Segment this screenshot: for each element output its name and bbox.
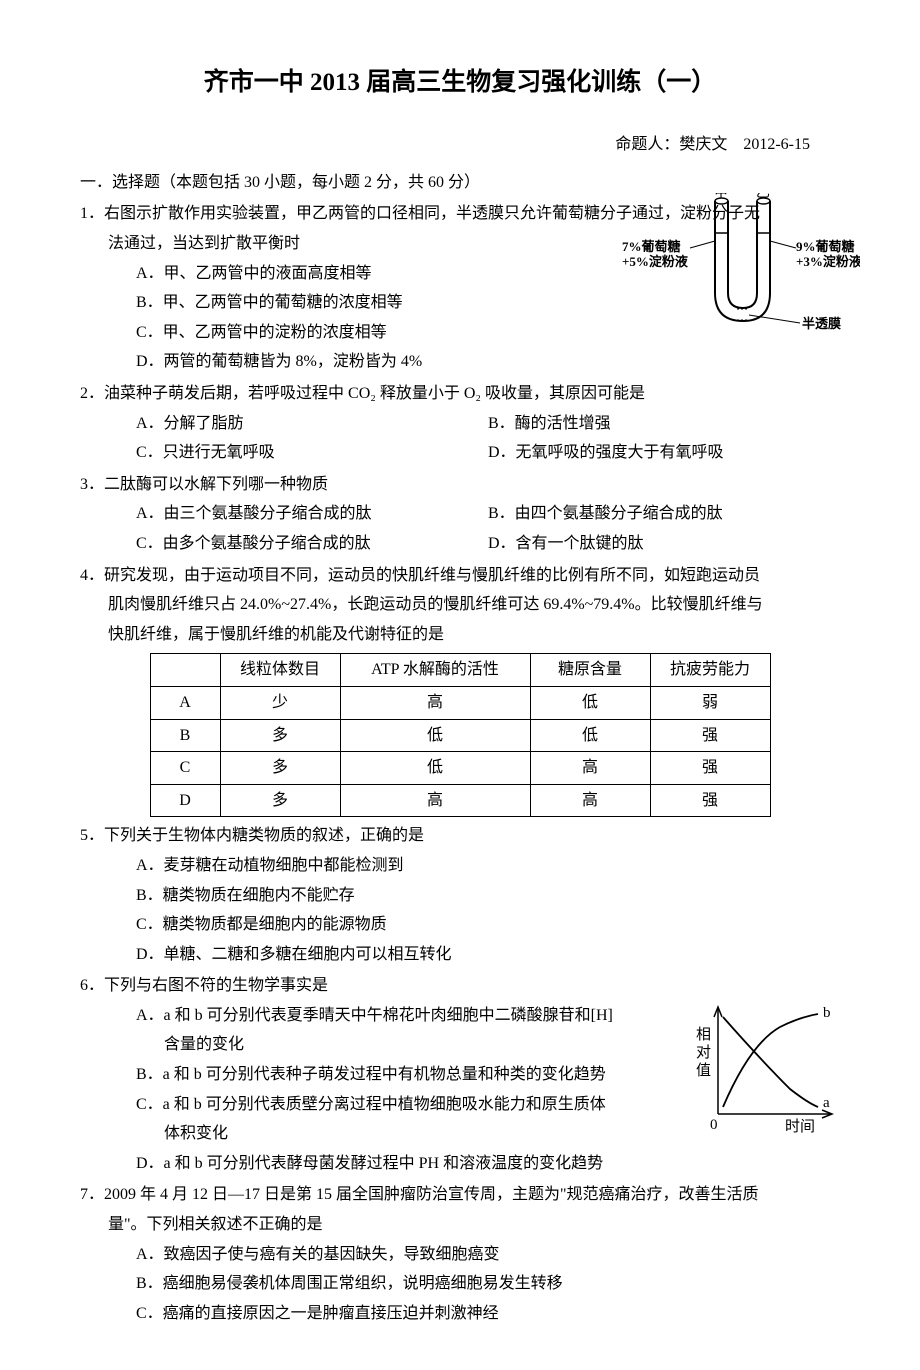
q3-opt-a: A．由三个氨基酸分子缩合成的肽 — [136, 499, 488, 529]
q4-td-1-2: 低 — [340, 719, 530, 752]
page-title: 齐市一中 2013 届高三生物复习强化训练（一） — [80, 60, 840, 106]
q4-td-3-4: 强 — [650, 784, 770, 817]
q4-td-0-0: A — [150, 686, 220, 719]
q2-opt-b: B．酶的活性增强 — [488, 409, 840, 439]
q7-opt-c: C．癌痛的直接原因之一是肿瘤直接压迫并刺激神经 — [136, 1299, 840, 1329]
q4-stem-c: 快肌纤维，属于慢肌纤维的机能及代谢特征的是 — [80, 620, 840, 650]
q4-table: 线粒体数目ATP 水解酶的活性糖原含量抗疲劳能力A少高低弱B多低低强C多低高强D… — [150, 653, 771, 817]
q4-stem-b: 肌肉慢肌纤维只占 24.0%~27.4%，长跑运动员的慢肌纤维可达 69.4%~… — [80, 590, 840, 620]
q7-stem-b: 量"。下列相关叙述不正确的是 — [80, 1210, 840, 1240]
q3-opt-b: B．由四个氨基酸分子缩合成的肽 — [488, 499, 840, 529]
q5-opt-a: A．麦芽糖在动植物细胞中都能检测到 — [136, 851, 840, 881]
q1-fig-right-l1: 9%葡萄糖 — [796, 239, 855, 254]
q6-opt-b: B．a 和 b 可分别代表种子萌发过程中有机物总量和种类的变化趋势 — [136, 1060, 680, 1090]
q6-fig-ylabel-2: 对 — [696, 1044, 711, 1061]
q4-td-2-4: 强 — [650, 752, 770, 785]
q2-opt-c: C．只进行无氧呼吸 — [136, 438, 488, 468]
q6-opt-a1: A．a 和 b 可分别代表夏季晴天中午棉花叶肉细胞中二磷酸腺苷和[H] — [136, 1001, 680, 1031]
q7-stem-a: 7．2009 年 4 月 12 日—17 日是第 15 届全国肿瘤防治宣传周，主… — [80, 1180, 840, 1210]
author-name: 樊庆文 — [679, 136, 727, 153]
q4-td-3-3: 高 — [530, 784, 650, 817]
q6-stem: 6．下列与右图不符的生物学事实是 — [80, 971, 840, 1001]
q6-fig-ylabel-3: 值 — [696, 1062, 711, 1079]
q4-td-0-2: 高 — [340, 686, 530, 719]
q1-fig-left-l2: +5%淀粉液 — [622, 254, 688, 269]
q5-opt-c: C．糖类物质都是细胞内的能源物质 — [136, 910, 840, 940]
q4-td-3-2: 高 — [340, 784, 530, 817]
q1-fig-right-l2: +3%淀粉液 — [796, 254, 860, 269]
q1-fig-membrane: 半透膜 — [802, 316, 841, 331]
q4-th-0 — [150, 654, 220, 687]
q4-td-2-0: C — [150, 752, 220, 785]
q1-fig-jia: 甲 — [714, 193, 728, 201]
q3-stem: 3．二肽酶可以水解下列哪一种物质 — [80, 470, 840, 500]
question-3: 3．二肽酶可以水解下列哪一种物质 A．由三个氨基酸分子缩合成的肽 B．由四个氨基… — [80, 470, 840, 559]
q4-th-4: 抗疲劳能力 — [650, 654, 770, 687]
q4-th-2: ATP 水解酶的活性 — [340, 654, 530, 687]
q4-td-3-1: 多 — [220, 784, 340, 817]
q4-td-1-0: B — [150, 719, 220, 752]
q1-fig-left-l1: 7%葡萄糖 — [622, 239, 681, 254]
q4-td-2-3: 高 — [530, 752, 650, 785]
q3-opt-d: D．含有一个肽键的肽 — [488, 529, 840, 559]
question-7: 7．2009 年 4 月 12 日—17 日是第 15 届全国肿瘤防治宣传周，主… — [80, 1180, 840, 1328]
question-5: 5．下列关于生物体内糖类物质的叙述，正确的是 A．麦芽糖在动植物细胞中都能检测到… — [80, 821, 840, 969]
q6-figure: 相 对 值 0 时间 b a — [690, 999, 840, 1150]
q4-stem-a: 4．研究发现，由于运动项目不同，运动员的快肌纤维与慢肌纤维的比例有所不同，如短跑… — [80, 561, 840, 591]
q4-td-0-3: 低 — [530, 686, 650, 719]
q2-opt-d: D．无氧呼吸的强度大于有氧呼吸 — [488, 438, 840, 468]
q4-th-1: 线粒体数目 — [220, 654, 340, 687]
q6-fig-origin: 0 — [710, 1117, 718, 1133]
question-2: 2．油菜种子萌发后期，若呼吸过程中 CO₂ 释放量小于 O₂ 吸收量，其原因可能… — [80, 379, 840, 468]
question-1: 甲 乙 7%葡萄糖 +5%淀粉液 9%葡萄糖 +3%淀粉液 半透膜 1．右图示扩… — [80, 199, 840, 377]
q6-fig-ylabel-1: 相 — [696, 1026, 711, 1043]
q4-td-1-3: 低 — [530, 719, 650, 752]
question-6: 相 对 值 0 时间 b a 6．下列与右图不符的生物学事实是 A．a 和 b … — [80, 971, 840, 1178]
q4-td-2-2: 低 — [340, 752, 530, 785]
author-label: 命题人： — [615, 136, 679, 153]
q6-opt-a2: 含量的变化 — [136, 1030, 680, 1060]
q4-td-1-1: 多 — [220, 719, 340, 752]
q4-td-0-4: 弱 — [650, 686, 770, 719]
q2-stem: 2．油菜种子萌发后期，若呼吸过程中 CO₂ 释放量小于 O₂ 吸收量，其原因可能… — [80, 379, 840, 409]
q7-opt-b: B．癌细胞易侵袭机体周围正常组织，说明癌细胞易发生转移 — [136, 1269, 840, 1299]
q6-fig-xlabel: 时间 — [785, 1118, 815, 1135]
byline-date: 2012-6-15 — [743, 136, 810, 153]
q5-opt-b: B．糖类物质在细胞内不能贮存 — [136, 881, 840, 911]
q2-opt-a: A．分解了脂肪 — [136, 409, 488, 439]
byline: 命题人：樊庆文 2012-6-15 — [80, 130, 840, 160]
q5-stem: 5．下列关于生物体内糖类物质的叙述，正确的是 — [80, 821, 840, 851]
q3-opt-c: C．由多个氨基酸分子缩合成的肽 — [136, 529, 488, 559]
q6-opt-c1: C．a 和 b 可分别代表质壁分离过程中植物细胞吸水能力和原生质体 — [136, 1090, 680, 1120]
q6-opt-c2: 体积变化 — [136, 1119, 680, 1149]
q4-th-3: 糖原含量 — [530, 654, 650, 687]
q1-fig-yi: 乙 — [756, 193, 770, 201]
q4-td-1-4: 强 — [650, 719, 770, 752]
q1-figure: 甲 乙 7%葡萄糖 +5%淀粉液 9%葡萄糖 +3%淀粉液 半透膜 — [620, 193, 860, 354]
question-4: 4．研究发现，由于运动项目不同，运动员的快肌纤维与慢肌纤维的比例有所不同，如短跑… — [80, 561, 840, 818]
q7-opt-a: A．致癌因子使与癌有关的基因缺失，导致细胞癌变 — [136, 1240, 840, 1270]
q4-td-2-1: 多 — [220, 752, 340, 785]
q6-fig-a: a — [823, 1095, 830, 1111]
q4-td-0-1: 少 — [220, 686, 340, 719]
q4-td-3-0: D — [150, 784, 220, 817]
q6-fig-b: b — [823, 1005, 831, 1021]
q6-opt-d: D．a 和 b 可分别代表酵母菌发酵过程中 PH 和溶液温度的变化趋势 — [136, 1149, 680, 1179]
q5-opt-d: D．单糖、二糖和多糖在细胞内可以相互转化 — [136, 940, 840, 970]
